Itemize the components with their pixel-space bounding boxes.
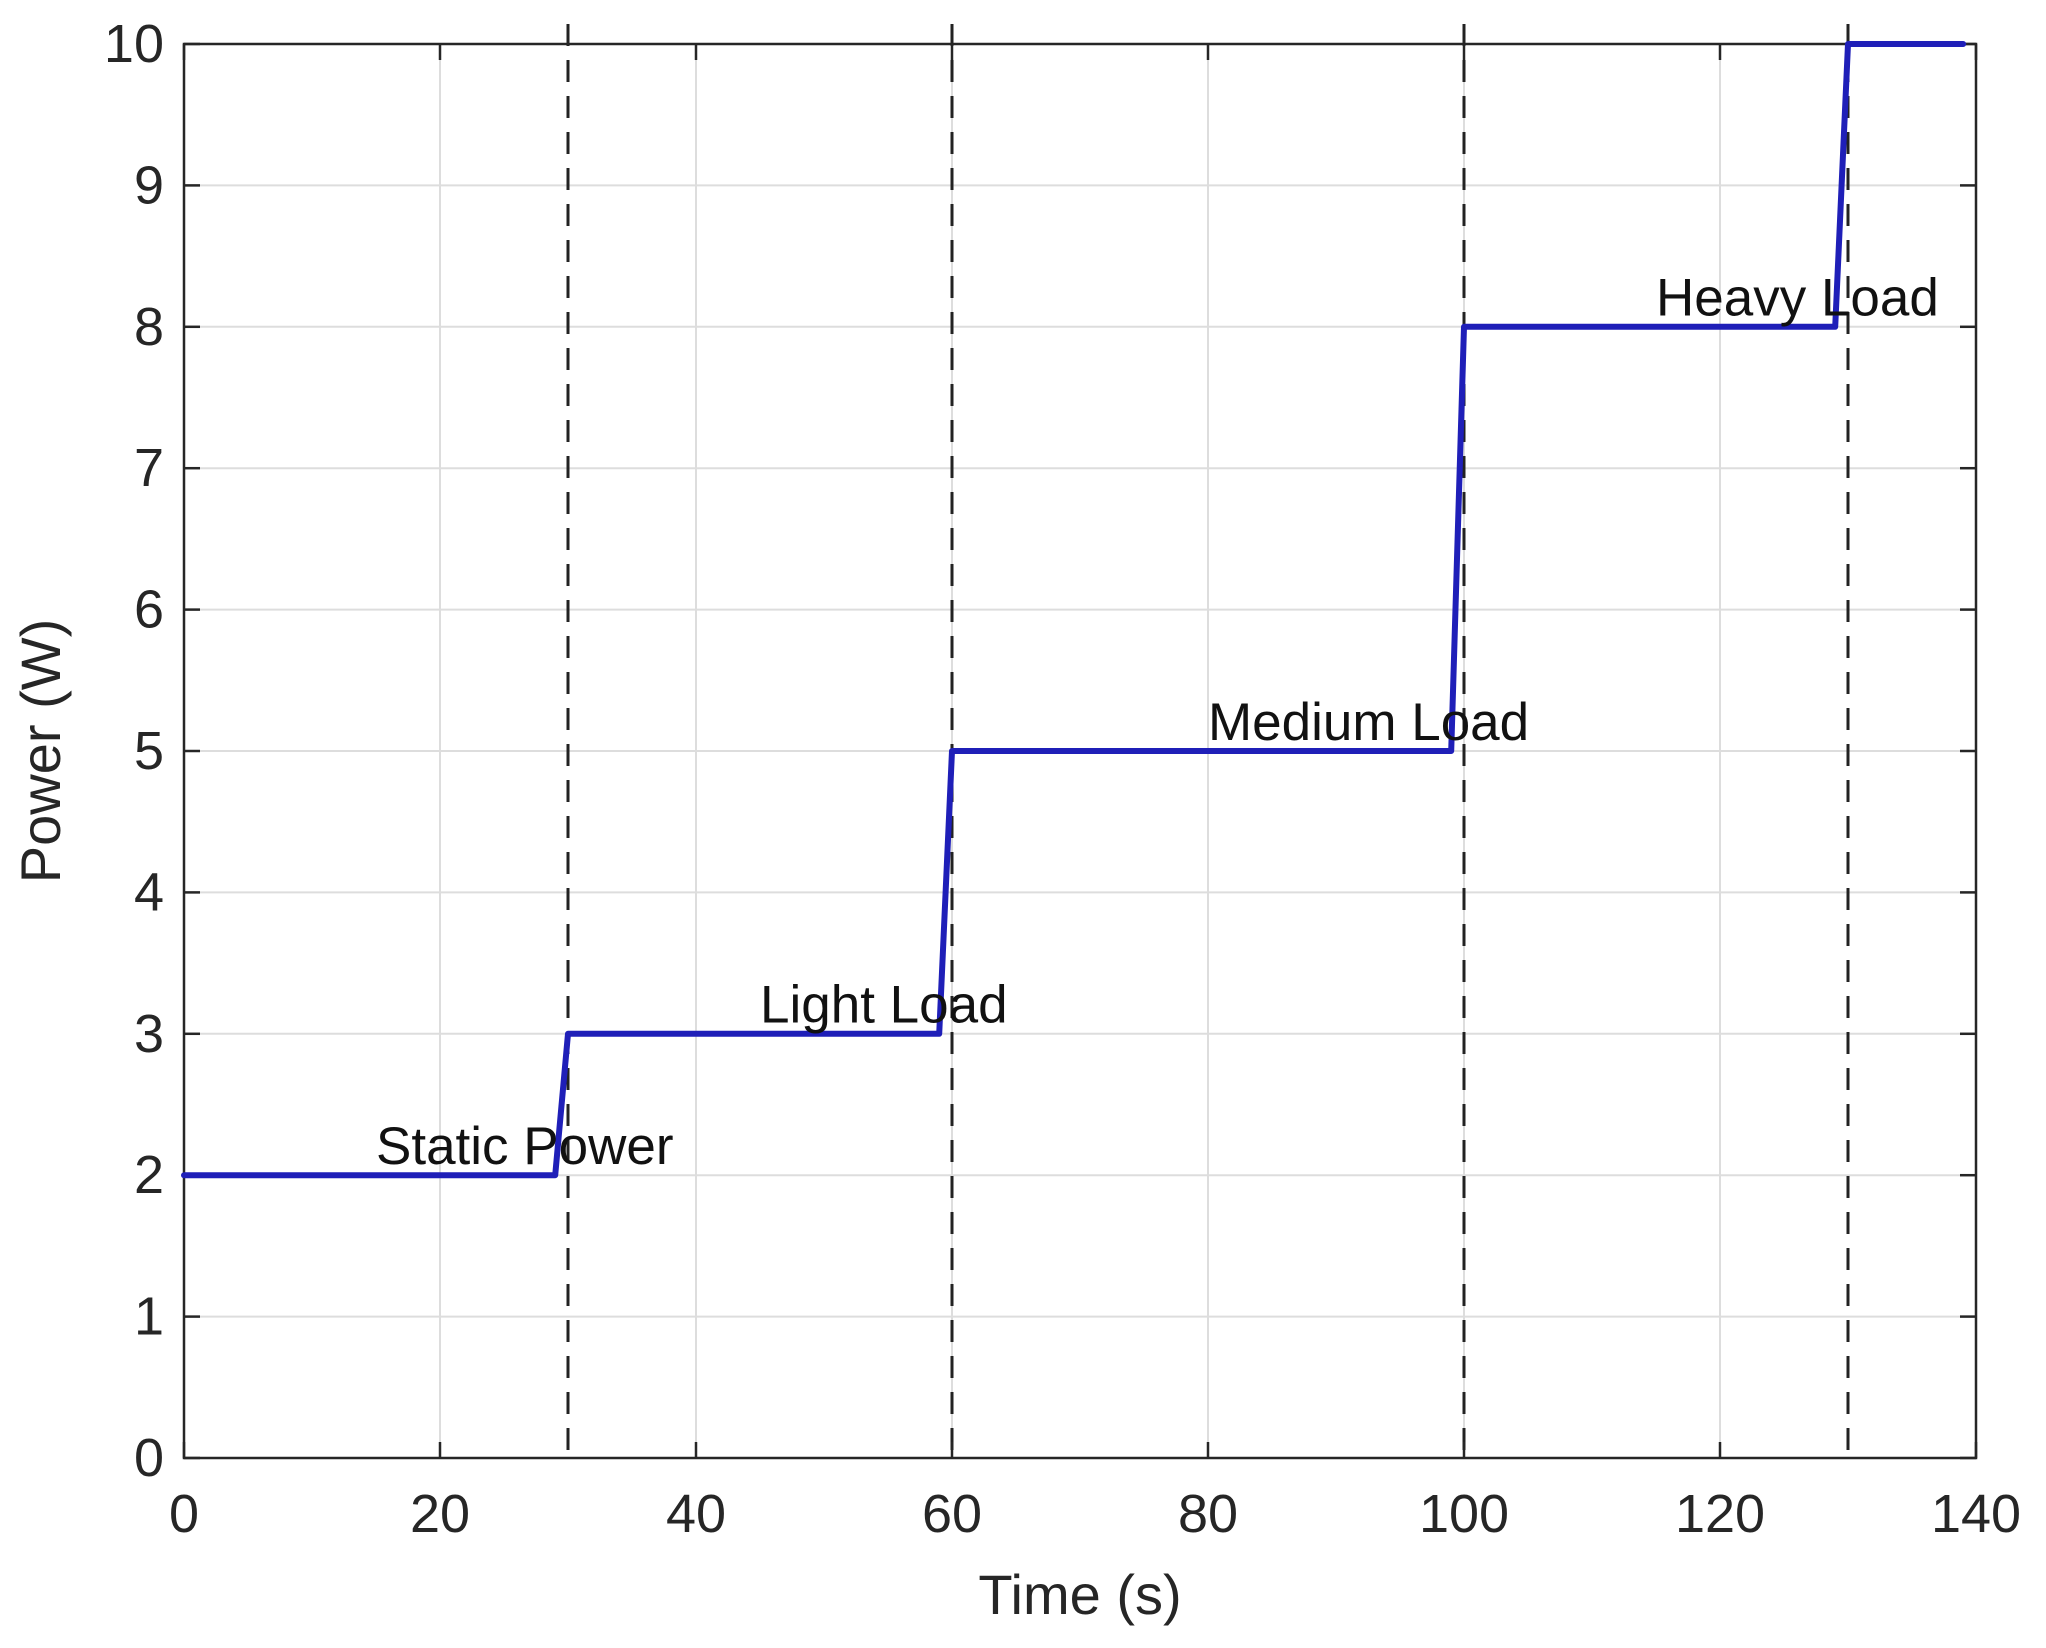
annotation-label: Light Load bbox=[760, 976, 1008, 1035]
annotation-label: Static Power bbox=[376, 1117, 674, 1176]
y-tick-label: 8 bbox=[134, 297, 164, 357]
y-tick-label: 5 bbox=[134, 721, 164, 781]
y-tick-label: 0 bbox=[134, 1428, 164, 1488]
y-tick-label: 3 bbox=[134, 1004, 164, 1064]
y-tick-label: 1 bbox=[134, 1287, 164, 1347]
x-tick-label: 80 bbox=[1178, 1484, 1238, 1544]
y-tick-label: 6 bbox=[134, 580, 164, 640]
series-line bbox=[181, 41, 1967, 1179]
x-axis-label: Time (s) bbox=[978, 1563, 1181, 1626]
y-tick-label: 10 bbox=[104, 14, 164, 74]
x-tick-label: 100 bbox=[1419, 1484, 1509, 1544]
x-tick-label: 60 bbox=[922, 1484, 982, 1544]
x-tick-label: 140 bbox=[1931, 1484, 2021, 1544]
y-tick-label: 7 bbox=[134, 438, 164, 498]
y-axis-label: Power (W) bbox=[9, 619, 72, 883]
x-tick-label: 0 bbox=[169, 1484, 199, 1544]
x-tick-label: 20 bbox=[410, 1484, 470, 1544]
y-tick-label: 9 bbox=[134, 155, 164, 215]
annotation-label: Medium Load bbox=[1208, 693, 1529, 752]
y-tick-label: 4 bbox=[134, 862, 164, 922]
x-tick-label: 120 bbox=[1675, 1484, 1765, 1544]
annotation-label: Heavy Load bbox=[1656, 269, 1939, 328]
x-tick-label: 40 bbox=[666, 1484, 726, 1544]
y-tick-label: 2 bbox=[134, 1145, 164, 1205]
